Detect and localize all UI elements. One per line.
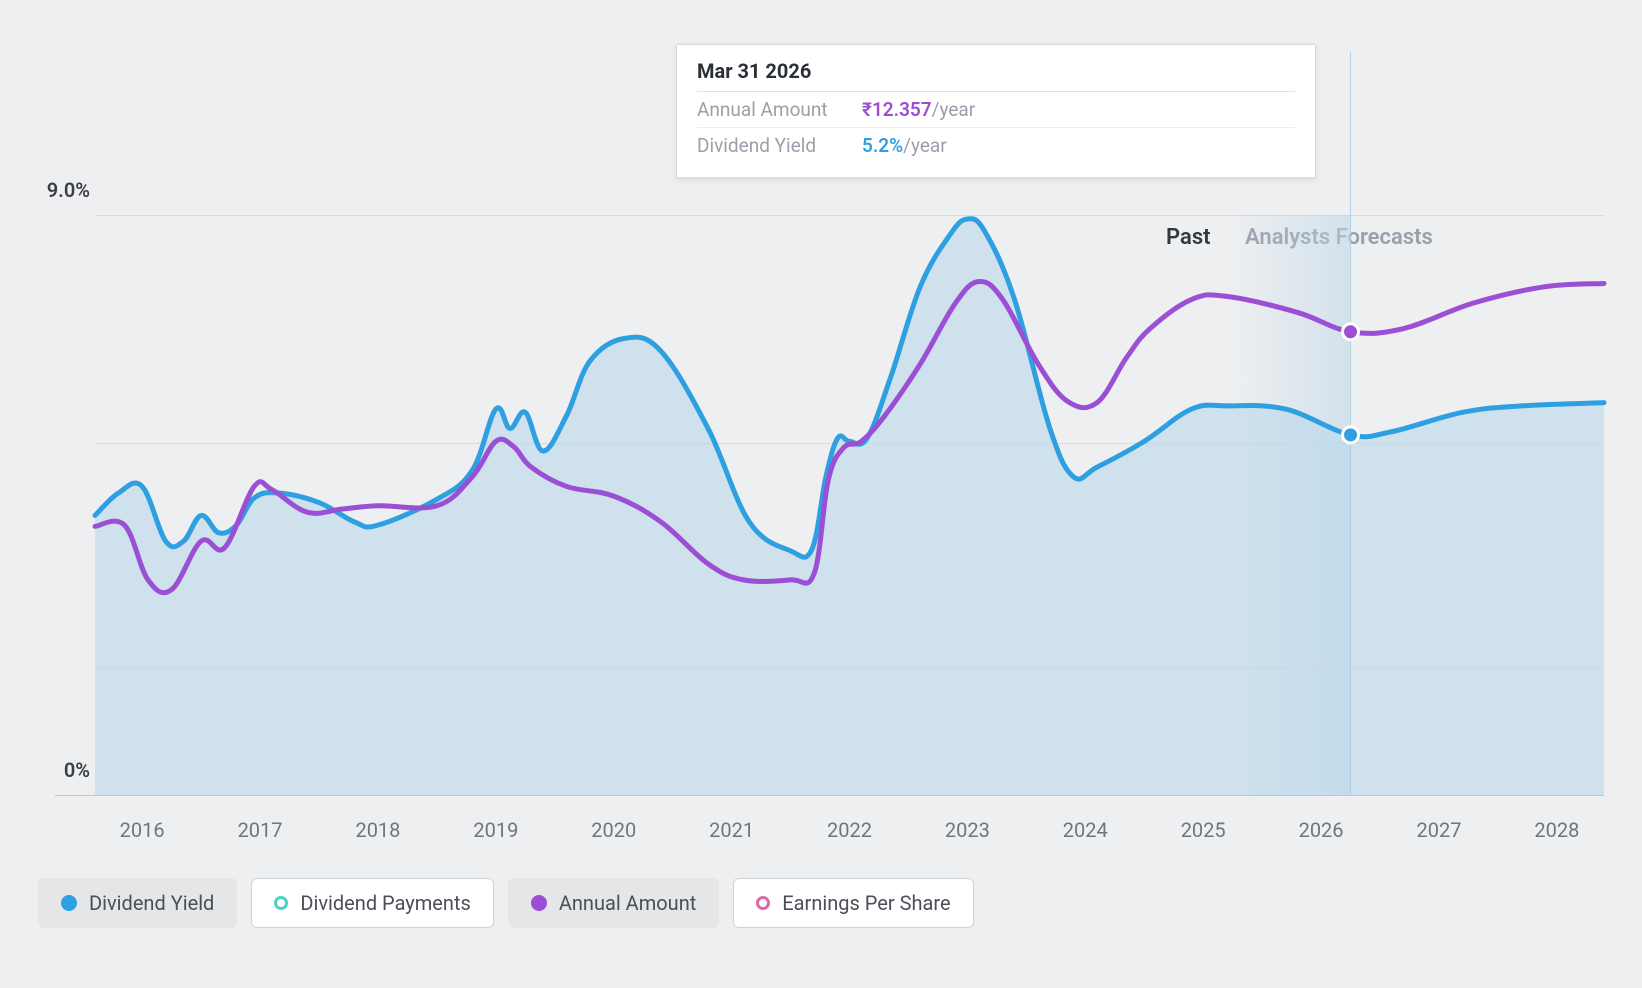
legend-item-label: Dividend Payments [300, 891, 470, 915]
legend-item-dividend-yield[interactable]: Dividend Yield [38, 878, 237, 928]
legend-item-earnings-per-share[interactable]: Earnings Per Share [733, 878, 973, 928]
legend: Dividend Yield Dividend Payments Annual … [38, 878, 974, 928]
legend-item-annual-amount[interactable]: Annual Amount [508, 878, 719, 928]
legend-marker-icon [531, 895, 547, 911]
tooltip-row-label: Annual Amount [697, 98, 862, 121]
x-tick-label: 2017 [238, 818, 283, 842]
tooltip-row-dividend-yield: Dividend Yield 5.2%/year [697, 128, 1295, 163]
x-tick-label: 2023 [945, 818, 990, 842]
tooltip-row-value: 5.2% [862, 134, 903, 157]
legend-item-dividend-payments[interactable]: Dividend Payments [251, 878, 493, 928]
x-tick-label: 2024 [1063, 818, 1108, 842]
x-tick-label: 2025 [1181, 818, 1226, 842]
dividend-chart[interactable]: 9.0% 0% Past Analysts Forecasts 20162017… [0, 0, 1642, 880]
x-tick-label: 2019 [473, 818, 518, 842]
x-tick-label: 2021 [709, 818, 754, 842]
legend-item-label: Dividend Yield [89, 891, 214, 915]
x-tick-label: 2028 [1534, 818, 1579, 842]
legend-marker-icon [274, 896, 288, 910]
tooltip-row-value: ₹12.357 [862, 98, 932, 121]
tooltip-row-unit: /year [903, 134, 947, 157]
hover-tooltip: Mar 31 2026 Annual Amount ₹12.357/year D… [676, 44, 1316, 178]
legend-item-label: Earnings Per Share [782, 891, 950, 915]
x-tick-label: 2026 [1299, 818, 1344, 842]
tooltip-row-unit: /year [932, 98, 976, 121]
legend-marker-icon [756, 896, 770, 910]
tooltip-row-annual-amount: Annual Amount ₹12.357/year [697, 92, 1295, 128]
legend-marker-icon [61, 895, 77, 911]
x-tick-label: 2020 [591, 818, 636, 842]
x-tick-label: 2027 [1416, 818, 1461, 842]
x-tick-label: 2022 [827, 818, 872, 842]
legend-item-label: Annual Amount [559, 891, 696, 915]
tooltip-row-label: Dividend Yield [697, 134, 862, 157]
x-tick-label: 2016 [120, 818, 165, 842]
tooltip-date: Mar 31 2026 [697, 59, 1295, 92]
x-tick-label: 2018 [355, 818, 400, 842]
